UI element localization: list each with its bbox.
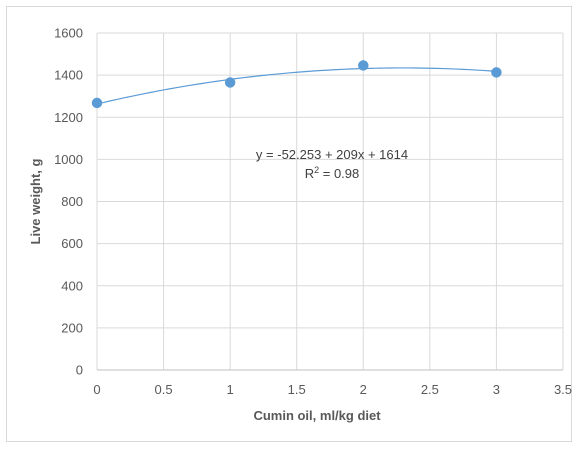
data-point bbox=[91, 97, 103, 109]
data-point bbox=[224, 77, 236, 88]
y-tick-label: 400 bbox=[61, 278, 83, 293]
x-tick-label: 1.5 bbox=[288, 382, 306, 397]
x-tick-label: 3.5 bbox=[554, 382, 572, 397]
chart-svg: 0 200 400 600 800 1000 1200 1400 1600 0 0.5 1 1.5 2 2.… bbox=[28, 26, 572, 424]
polynomial-trendline bbox=[96, 67, 497, 105]
x-tick-label: 0 bbox=[93, 382, 100, 397]
x-tick-label: 2 bbox=[360, 382, 367, 397]
x-tick-label: 0.5 bbox=[155, 382, 173, 397]
y-tick-label: 1600 bbox=[54, 26, 83, 41]
data-point bbox=[358, 60, 369, 71]
x-tick-label: 1 bbox=[227, 382, 234, 397]
y-tick-label: 1000 bbox=[54, 152, 83, 167]
label-layer: 0 200 400 600 800 1000 1200 1400 1600 0 0.5 1 1.5 2 2.… bbox=[54, 26, 572, 398]
y-tick-label: 1400 bbox=[54, 68, 83, 83]
y-tick-label: 200 bbox=[61, 320, 83, 335]
y-tick-label: 600 bbox=[61, 236, 83, 251]
r-squared-value: = 0.98 bbox=[319, 166, 359, 181]
trendline-r-squared: R2 = 0.98 bbox=[305, 165, 360, 181]
x-axis-title: Cumin oil, ml/kg diet bbox=[253, 408, 381, 423]
x-tick-label: 3 bbox=[493, 382, 500, 397]
data-point bbox=[491, 67, 502, 78]
y-tick-label: 0 bbox=[76, 363, 83, 378]
chart-frame: 0 200 400 600 800 1000 1200 1400 1600 0 0.5 1 1.5 2 2.… bbox=[6, 6, 572, 442]
trend-layer bbox=[96, 67, 497, 105]
grid-layer bbox=[96, 32, 564, 371]
r-squared-label: R bbox=[305, 166, 314, 181]
x-tick-label: 2.5 bbox=[421, 382, 439, 397]
y-tick-label: 800 bbox=[61, 194, 83, 209]
y-tick-label: 1200 bbox=[54, 110, 83, 125]
y-axis-title: Live weight, g bbox=[28, 158, 43, 244]
trendline-equation: y = -52.253 + 209x + 1614 bbox=[256, 147, 408, 162]
r-squared-superscript: 2 bbox=[314, 165, 319, 175]
point-layer bbox=[91, 60, 502, 109]
